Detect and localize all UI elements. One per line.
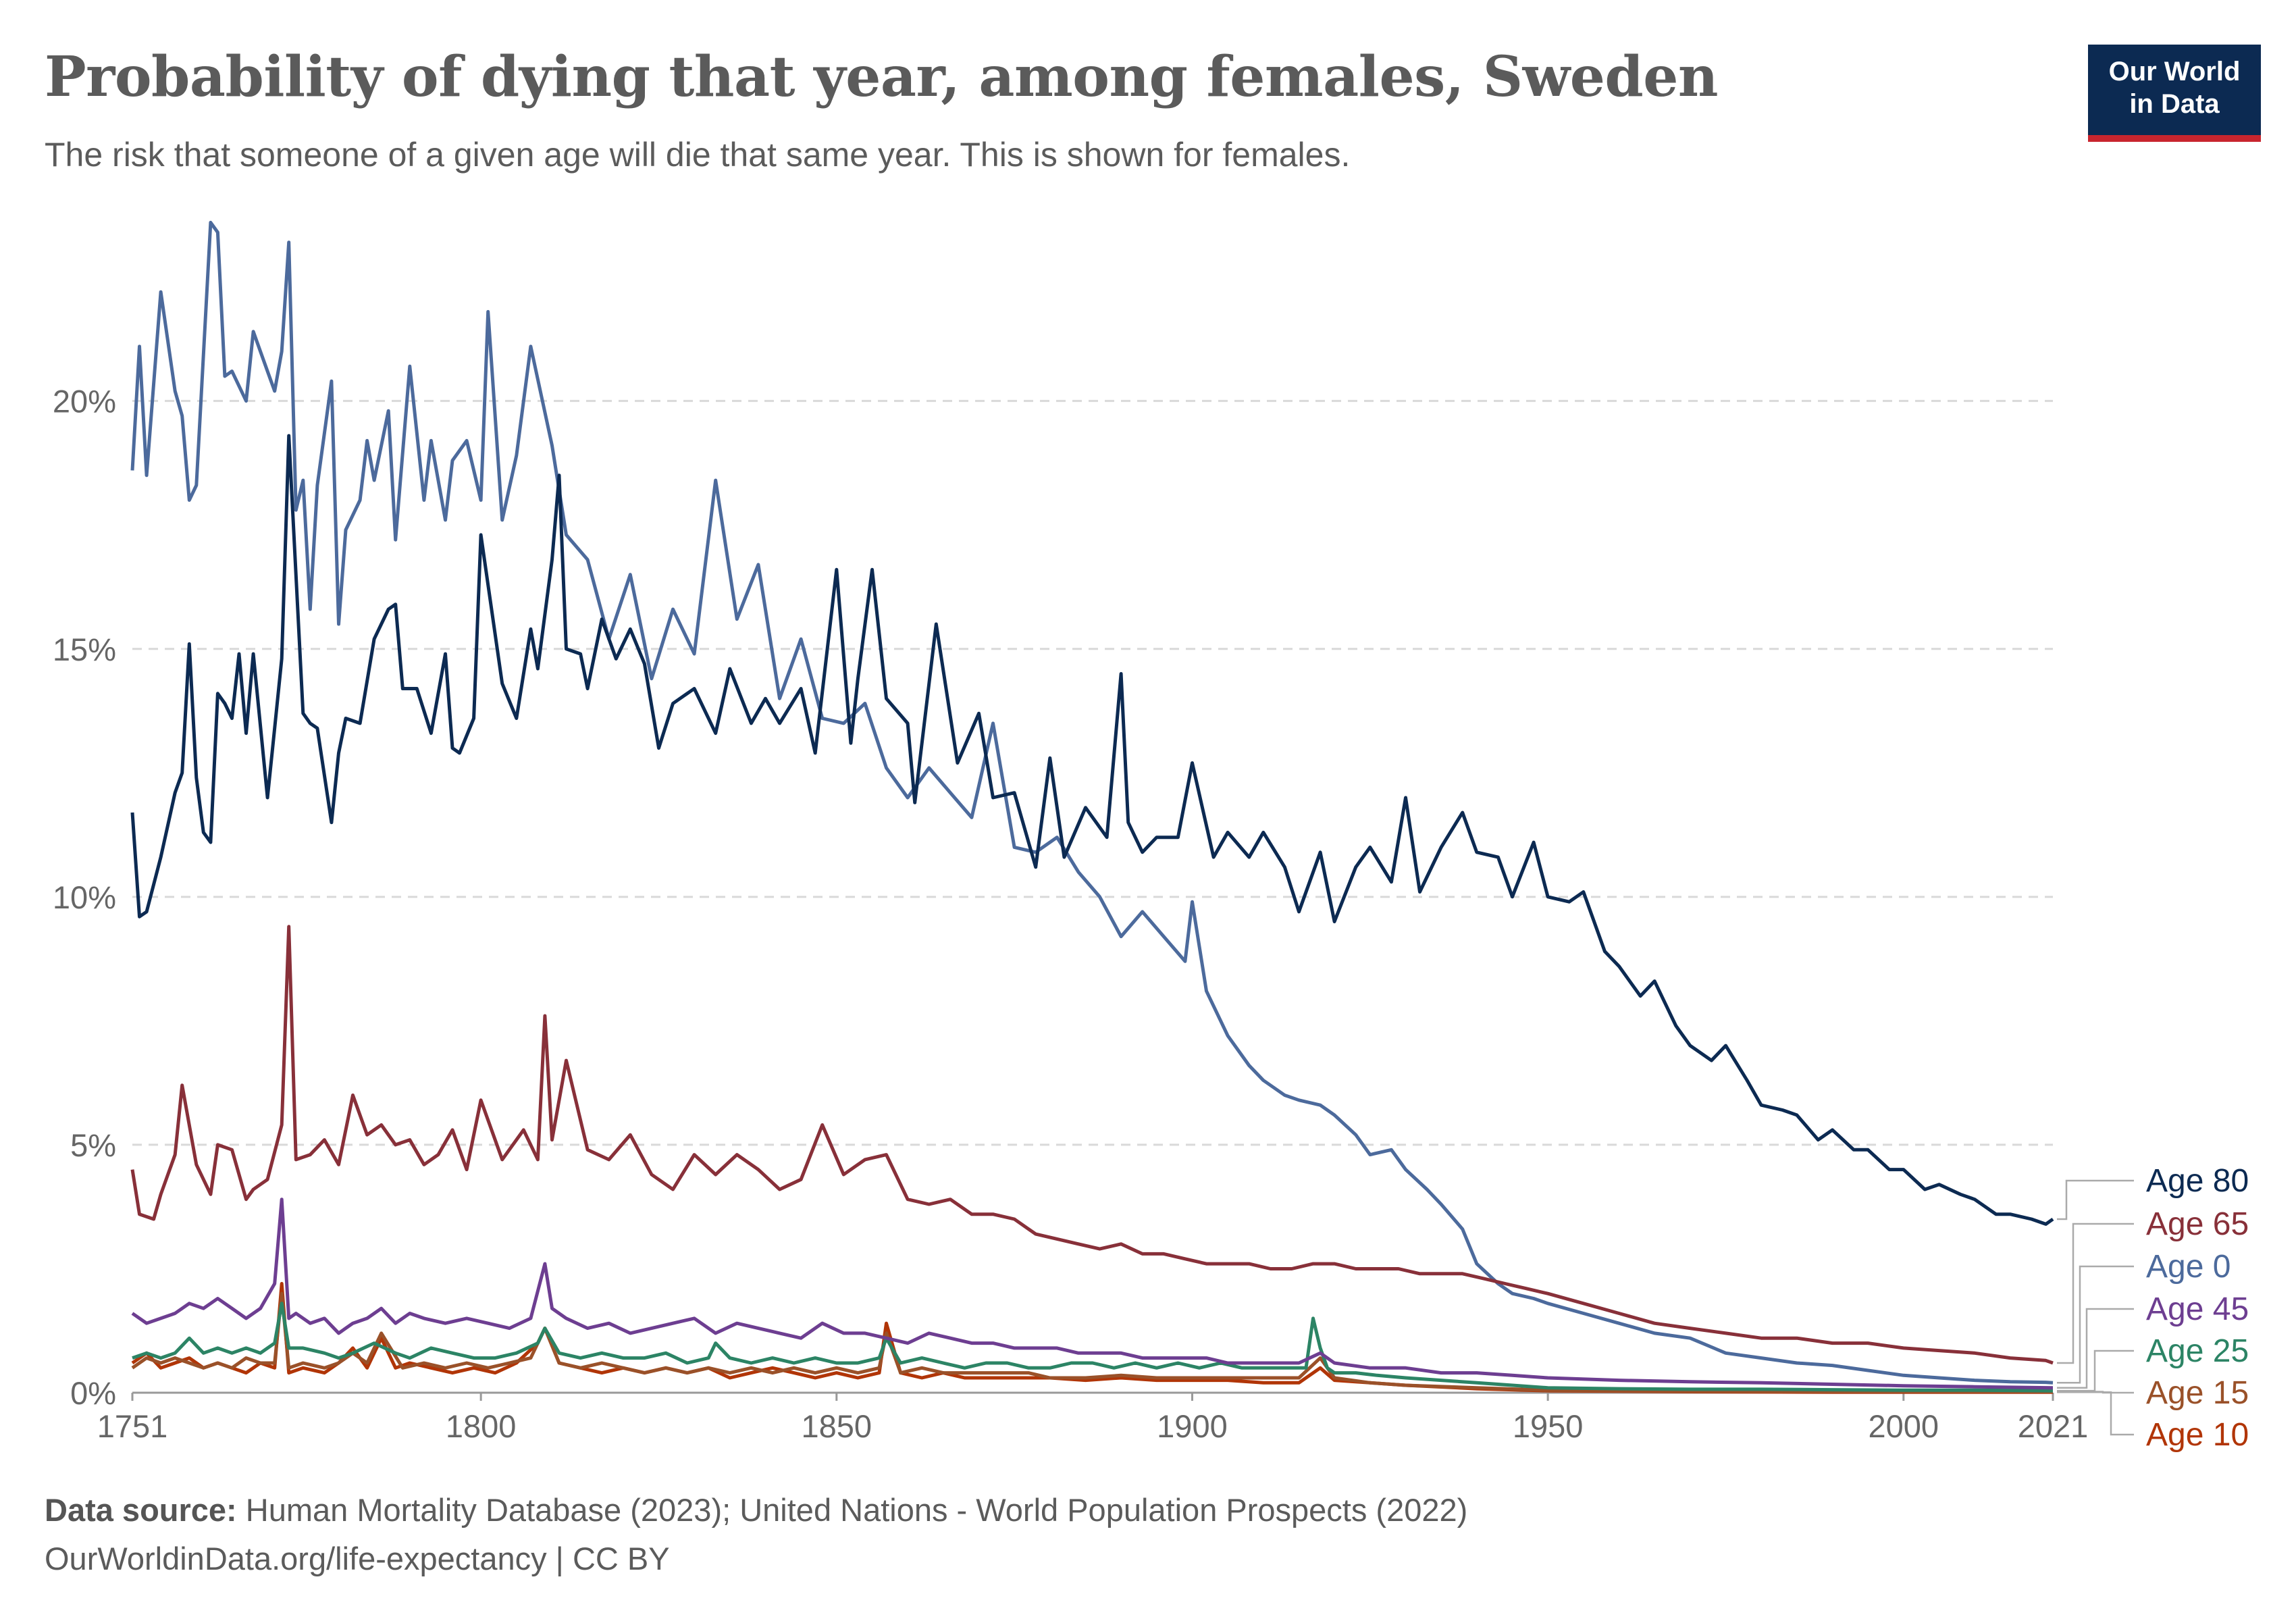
x-tick-label: 2000 [1869, 1408, 1939, 1444]
series-label-age-80[interactable]: Age 80 [2146, 1163, 2249, 1199]
chart-subtitle: The risk that someone of a given age wil… [45, 136, 1351, 174]
y-tick-label: 15% [53, 632, 116, 667]
label-connector [2057, 1179, 2134, 1220]
source-text: Human Mortality Database (2023); United … [245, 1492, 1468, 1528]
label-connector [2057, 1265, 2134, 1384]
logo-accent-bar [2088, 135, 2261, 142]
source-label: Data source: [45, 1492, 237, 1528]
gridlines [132, 400, 2053, 1146]
series-label-age-0[interactable]: Age 0 [2146, 1249, 2230, 1285]
series-line-age-0[interactable] [130, 220, 2054, 1385]
logo-line-2: in Data [2129, 89, 2220, 119]
series-label-age-25[interactable]: Age 25 [2146, 1333, 2249, 1369]
series-line-age-65[interactable] [130, 925, 2054, 1365]
x-tick-label: 1751 [97, 1408, 168, 1444]
x-tick-label: 1900 [1157, 1408, 1228, 1444]
x-tick-label: 2021 [2018, 1408, 2089, 1444]
y-tick-label: 20% [53, 384, 116, 419]
series-label-age-65[interactable]: Age 65 [2146, 1206, 2249, 1242]
x-tick-label: 1850 [802, 1408, 872, 1444]
y-tick-label: 0% [70, 1375, 116, 1411]
series-label-age-15[interactable]: Age 15 [2146, 1375, 2249, 1411]
logo-line-1: Our World [2108, 57, 2241, 86]
y-tick-label: 10% [53, 879, 116, 915]
chart-title: Probability of dying that year, among fe… [45, 45, 1718, 109]
data-source: Data source: Human Mortality Database (2… [45, 1486, 1467, 1535]
series-line-age-45[interactable] [131, 1198, 2054, 1390]
series-label-age-45[interactable]: Age 45 [2146, 1291, 2249, 1327]
series-line-age-15[interactable] [131, 1291, 2053, 1393]
label-connector [2057, 1308, 2134, 1389]
owid-logo[interactable]: Our World in Data [2088, 45, 2261, 142]
series-lines [130, 220, 2054, 1394]
series-labels: Age 80 Age 65 Age 0 Age 45 Age 25 Age 15 Age 1… [2057, 1163, 2249, 1453]
footer: Data source: Human Mortality Database (2… [45, 1486, 1467, 1583]
x-axis: 1751 1800 1850 1900 1950 2000 2021 [97, 1391, 2089, 1444]
label-connector [2057, 1391, 2134, 1436]
y-axis-ticks: 0% 5% 10% 15% 20% [53, 384, 116, 1411]
series-line-age-80[interactable] [130, 434, 2054, 1226]
series-label-age-10[interactable]: Age 10 [2146, 1417, 2249, 1453]
x-tick-label: 1800 [446, 1408, 517, 1444]
source-link[interactable]: OurWorldinData.org/life-expectancy | CC … [45, 1541, 670, 1576]
label-connector [2057, 1223, 2134, 1364]
y-tick-label: 5% [70, 1127, 116, 1163]
series-line-age-25[interactable] [132, 1302, 2054, 1393]
x-tick-label: 1950 [1513, 1408, 1584, 1444]
label-connector [2057, 1349, 2134, 1392]
